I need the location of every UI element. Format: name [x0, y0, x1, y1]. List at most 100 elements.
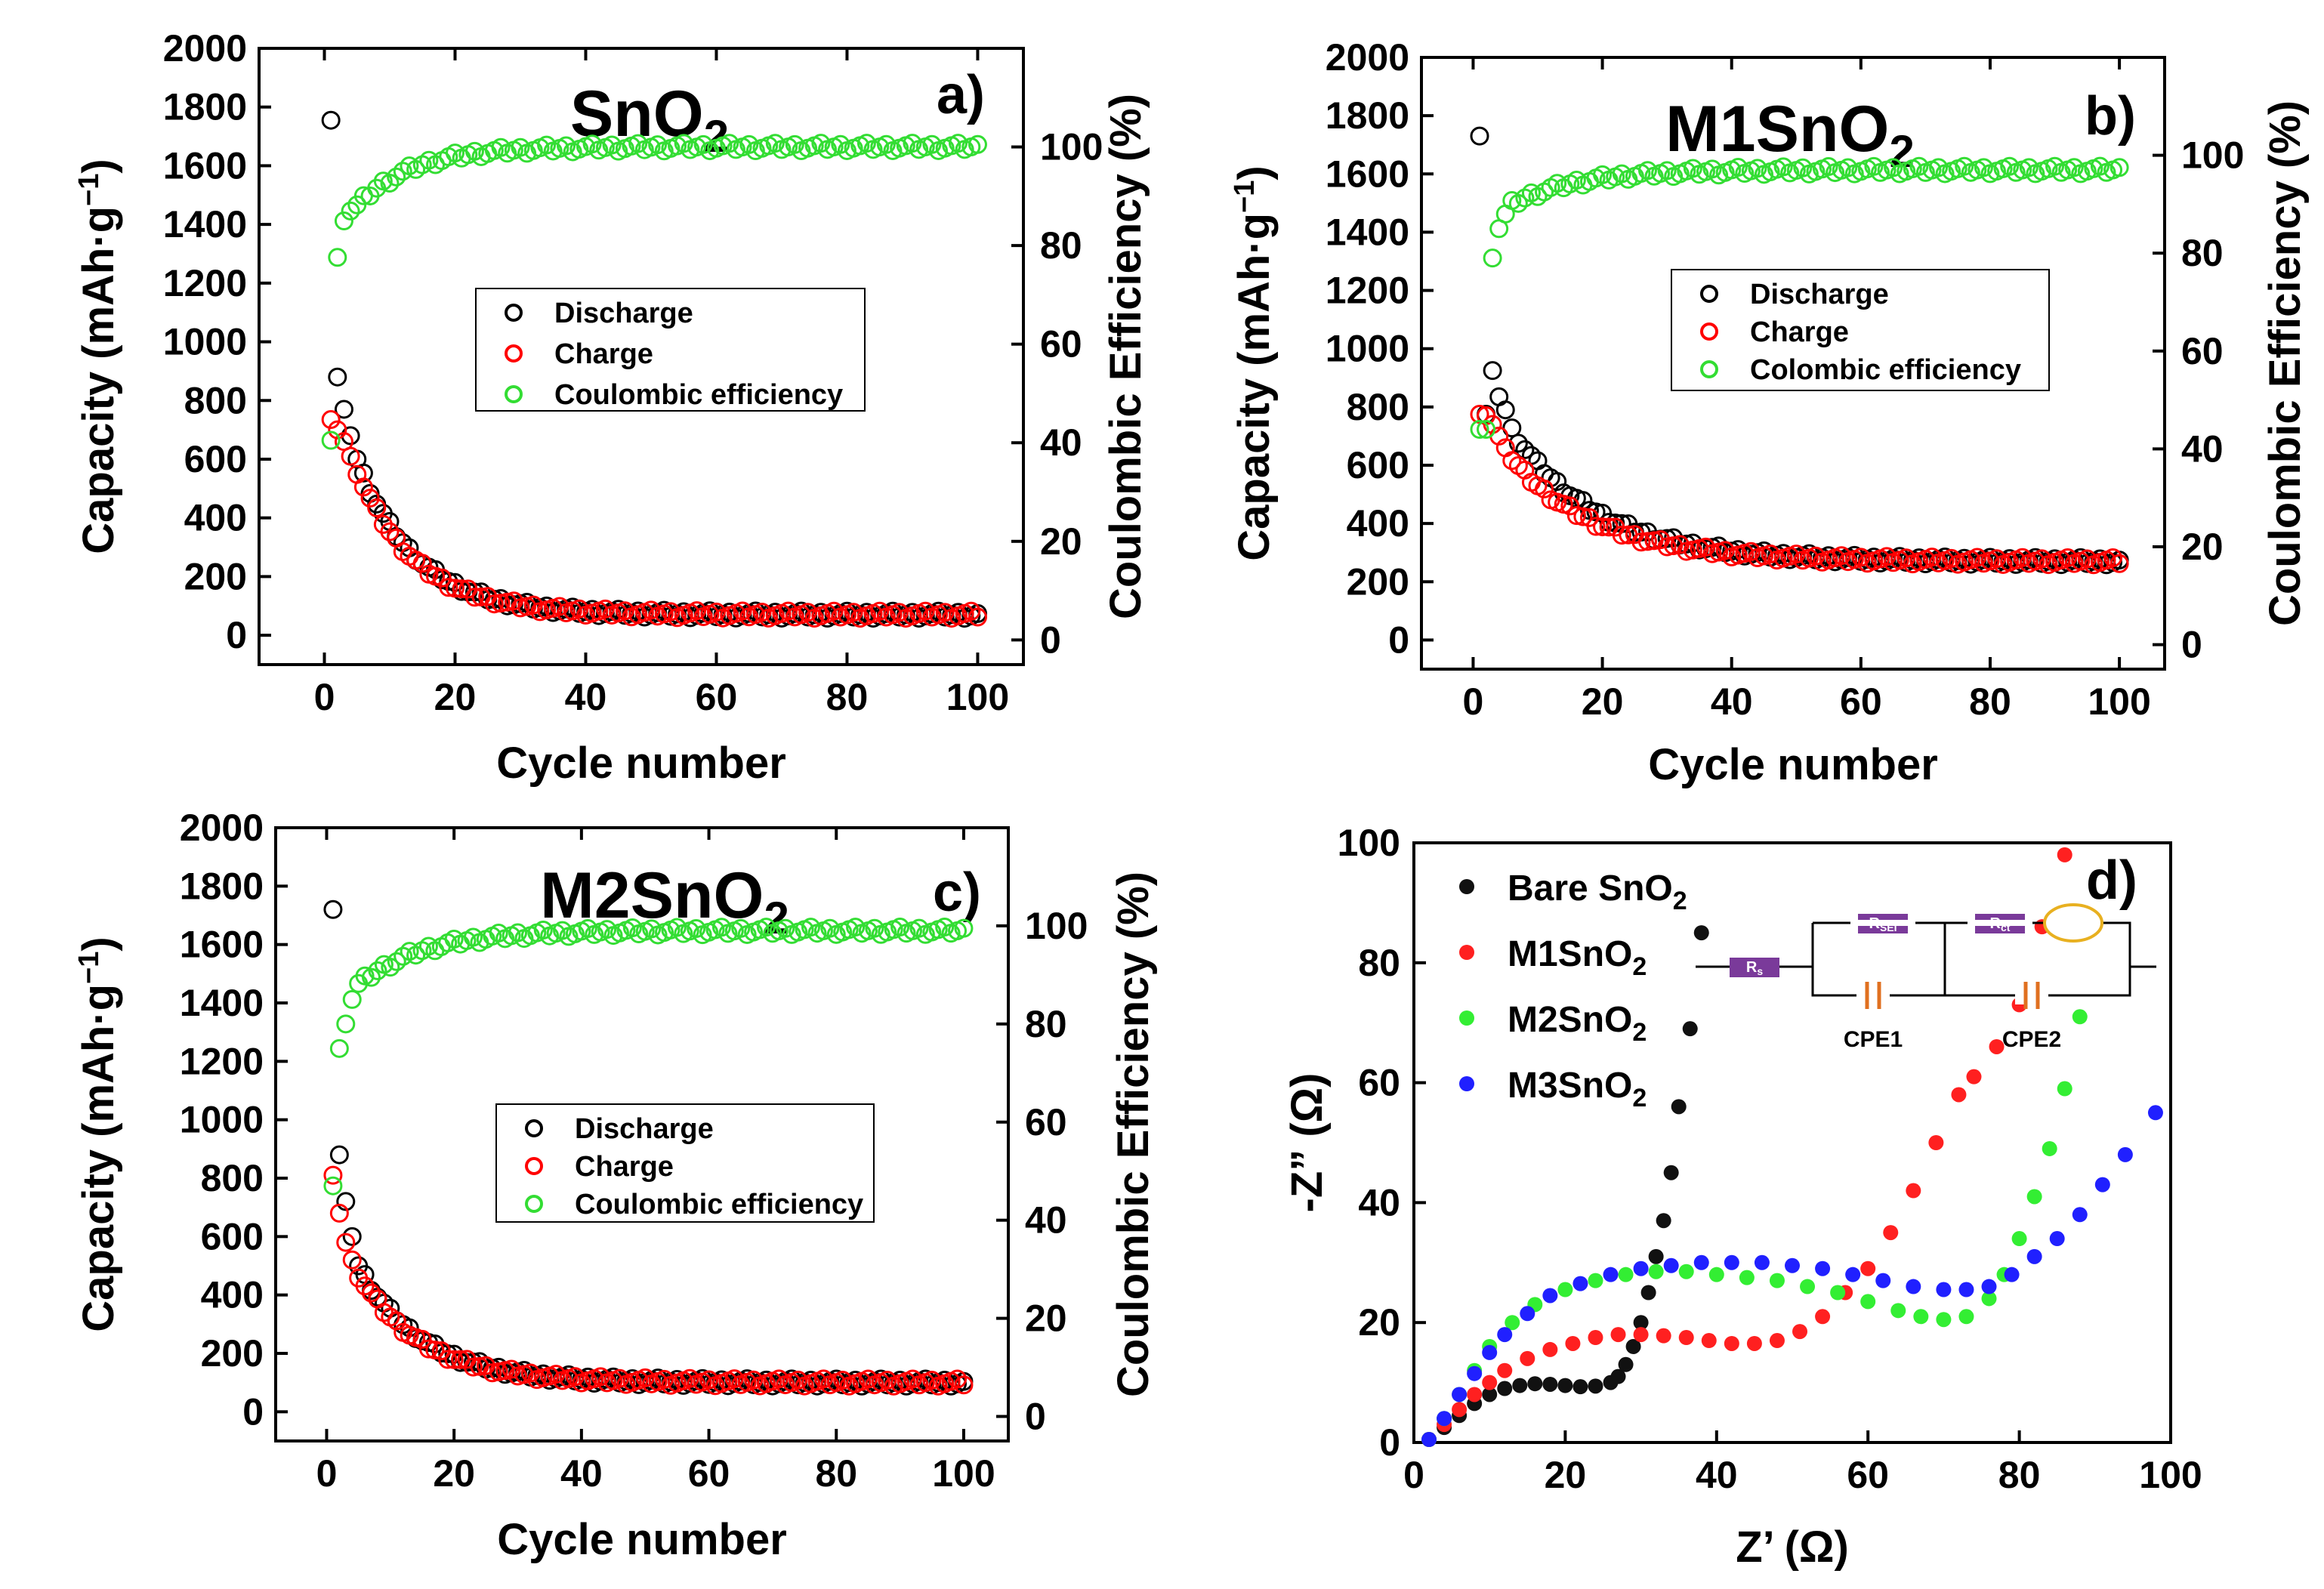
- data-point: [1557, 1282, 1573, 1297]
- data-point: [553, 921, 573, 940]
- legend-label: Charge: [1750, 316, 1849, 348]
- series-charge: [321, 410, 987, 628]
- legend-label: M2SnO2: [1508, 1000, 1647, 1047]
- resistor: [1730, 958, 1779, 977]
- panel-tag: b): [2085, 86, 2136, 147]
- data-point: [1773, 157, 1793, 177]
- data-point: [2019, 158, 2039, 177]
- data-point: [903, 134, 922, 153]
- data-point: [1508, 434, 1528, 453]
- data-point: [789, 1370, 808, 1390]
- x-tick-label: 0: [1463, 680, 1484, 723]
- data-point: [1640, 1285, 1656, 1301]
- data-point: [1477, 419, 1496, 439]
- data-point: [1656, 1213, 1671, 1229]
- data-point: [1724, 1335, 1739, 1351]
- y-tick-label: 600: [184, 438, 247, 480]
- series-m2sno2: [1421, 913, 2103, 1448]
- data-point: [1769, 1273, 1785, 1288]
- data-point: [2110, 554, 2129, 573]
- data-point: [1678, 1330, 1694, 1346]
- data-point: [353, 477, 373, 497]
- data-point: [323, 1165, 343, 1185]
- data-point: [439, 578, 458, 597]
- legend: Discharge Charge Colombic efficiency: [1671, 269, 2050, 391]
- data-point: [353, 463, 373, 483]
- data-point: [1633, 1260, 1649, 1276]
- x-tick-label: 60: [688, 1452, 730, 1495]
- data-point: [1482, 1375, 1498, 1390]
- data-point: [1520, 1350, 1535, 1366]
- x-tick-label: 0: [1403, 1454, 1424, 1496]
- data-point: [342, 989, 362, 1009]
- y2-tick-label: 40: [1040, 421, 1082, 464]
- y2-tick-label: 80: [1040, 224, 1082, 267]
- panel-title-main: M1SnO: [1665, 93, 1889, 165]
- panel-title: M1SnO2: [1665, 93, 1915, 177]
- data-point: [2058, 548, 2078, 567]
- data-point: [1815, 1309, 1831, 1325]
- data-point: [667, 918, 687, 937]
- data-point: [597, 920, 617, 940]
- x-tick-label: 20: [1582, 680, 1624, 723]
- data-point: [785, 134, 804, 154]
- data-point: [1657, 161, 1677, 180]
- panel-tag: d): [2086, 850, 2137, 911]
- y-tick-label: 1400: [180, 982, 264, 1024]
- legend-label-main: M3SnO: [1508, 1066, 1632, 1106]
- data-point: [1724, 1254, 1739, 1270]
- data-point: [2090, 156, 2110, 176]
- data-point: [1572, 1379, 1588, 1395]
- data-point: [655, 1369, 674, 1389]
- data-point: [1588, 1378, 1603, 1394]
- data-point: [1677, 541, 1696, 561]
- data-point: [739, 134, 759, 154]
- data-point: [328, 248, 347, 267]
- y-tick-label: 200: [201, 1332, 264, 1375]
- data-point: [968, 134, 987, 154]
- x-tick-label: 100: [932, 1452, 995, 1495]
- y-tick-label: 600: [1347, 444, 1409, 486]
- data-point: [1637, 161, 1657, 180]
- data-point: [699, 1370, 719, 1390]
- legend-label-sub: 2: [1632, 952, 1647, 981]
- data-point: [1838, 158, 1858, 177]
- data-point: [610, 1368, 629, 1388]
- y2-tick-label: 100: [1040, 126, 1103, 168]
- y-axis-label-main: Capacity (mAh·g: [1230, 213, 1279, 561]
- data-point: [948, 1369, 968, 1389]
- data-point: [1786, 545, 1806, 564]
- data-point: [2026, 1248, 2042, 1264]
- data-point: [1741, 541, 1761, 561]
- y-axis-label: Capacity (mAh·g−1): [73, 159, 123, 554]
- data-point: [445, 579, 464, 598]
- data-point: [1508, 193, 1528, 213]
- data-point: [1860, 1260, 1876, 1276]
- y2-tick-label: 40: [1025, 1199, 1067, 1242]
- data-point: [537, 135, 557, 155]
- data-point: [1648, 1263, 1664, 1279]
- data-point: [935, 918, 955, 937]
- legend-marker: [525, 1119, 543, 1137]
- data-point: [323, 1176, 343, 1196]
- y2-axis-label: Coulombic Efficiency (%): [1109, 872, 1158, 1397]
- data-point: [1588, 1273, 1603, 1288]
- data-point: [1470, 419, 1489, 439]
- data-point: [1678, 1263, 1694, 1279]
- data-point: [1515, 440, 1535, 459]
- data-point: [811, 134, 831, 153]
- legend-marker: [1459, 945, 1474, 960]
- y-axis-label-sup: −1: [1229, 180, 1261, 213]
- circuit-gap: [1850, 920, 1915, 926]
- data-point: [858, 1369, 878, 1389]
- data-point: [870, 601, 890, 621]
- data-point: [765, 134, 785, 153]
- y-tick-label: 1000: [163, 321, 247, 363]
- x-axis-label: Cycle number: [1648, 740, 1938, 789]
- data-point: [591, 1367, 610, 1387]
- data-point: [1884, 158, 1903, 177]
- data-point: [1860, 1294, 1876, 1310]
- data-point: [1593, 517, 1613, 537]
- data-point: [412, 554, 432, 573]
